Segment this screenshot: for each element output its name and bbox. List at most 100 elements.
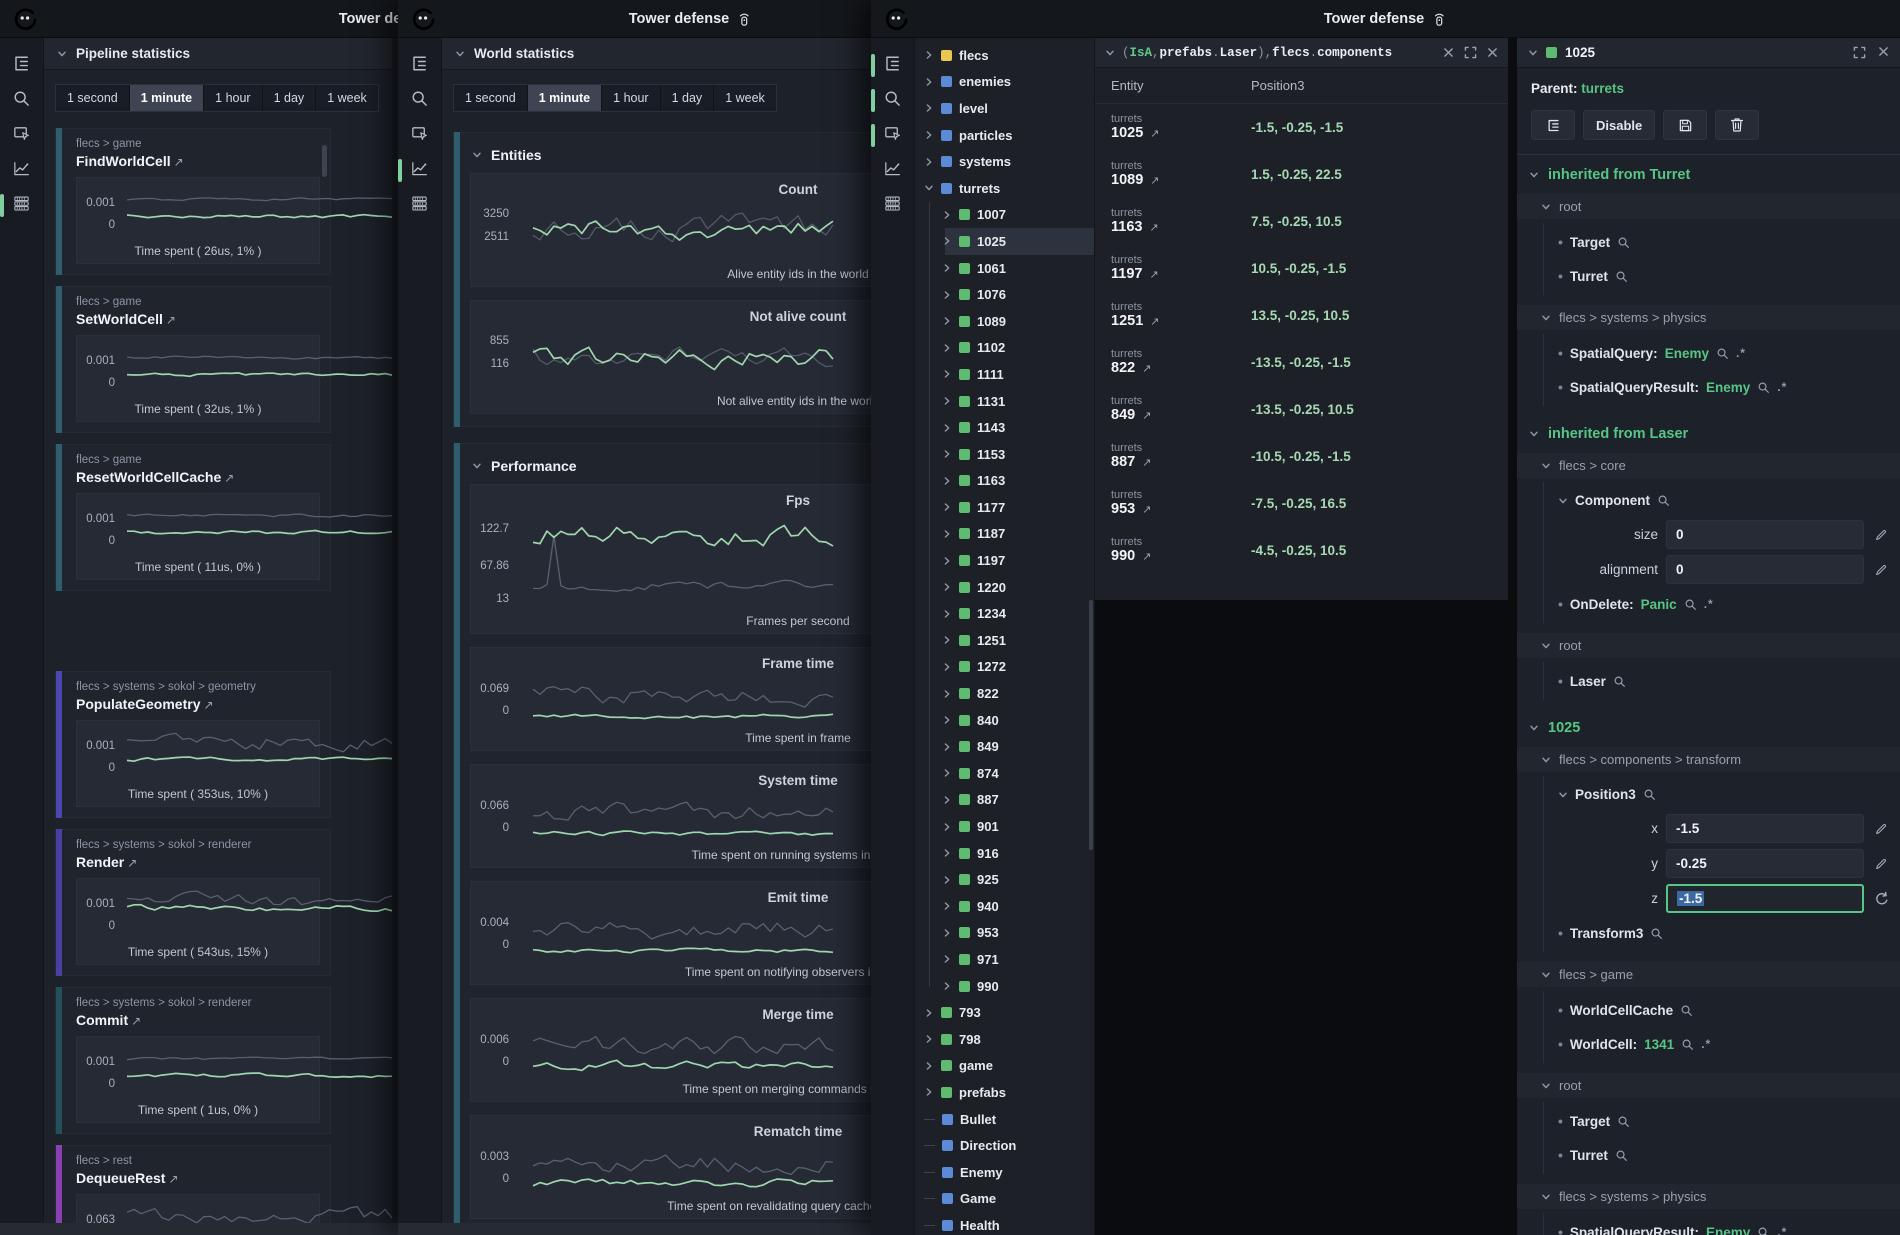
tab-1-day[interactable]: 1 day (660, 85, 715, 111)
chevron-down-icon[interactable] (1528, 48, 1538, 58)
field-input-size[interactable]: 0 (1666, 520, 1864, 549)
pair-icon[interactable]: .* (1777, 1225, 1788, 1235)
tree-item-1025[interactable]: 1025 (915, 228, 1094, 255)
edit-icon[interactable] (1872, 822, 1890, 836)
chevron-right-icon[interactable] (942, 476, 952, 486)
external-link-icon[interactable]: ↗ (1142, 551, 1152, 564)
edit-icon[interactable] (1872, 563, 1890, 577)
component-group-root[interactable]: root (1517, 194, 1900, 219)
tree-item-1251[interactable]: 1251 (915, 627, 1094, 654)
query-result-row[interactable]: turrets 953 ↗ -7.5, -0.25, 16.5 (1095, 480, 1508, 527)
undo-icon[interactable] (1872, 891, 1890, 906)
tree-item-953[interactable]: 953 (915, 920, 1094, 947)
tree-item-game[interactable]: Game (915, 1186, 1094, 1213)
entity-id-link[interactable]: 822 ↗ (1111, 360, 1152, 377)
tree-view-button[interactable] (1531, 110, 1575, 140)
component-group-flecs-core[interactable]: flecs > core (1517, 453, 1900, 478)
chevron-down-icon[interactable] (1529, 723, 1539, 733)
chevron-right-icon[interactable] (942, 609, 952, 619)
search-icon[interactable] (1657, 494, 1670, 507)
sidebar-item-search[interactable] (871, 83, 915, 118)
chevron-down-icon[interactable] (1541, 755, 1551, 765)
chevron-right-icon[interactable] (942, 689, 952, 699)
query-result-row[interactable]: turrets 887 ↗ -10.5, -0.25, -1.5 (1095, 433, 1508, 480)
tree-item-1187[interactable]: 1187 (915, 521, 1094, 548)
tree-item-1163[interactable]: 1163 (915, 468, 1094, 495)
chevron-right-icon[interactable] (942, 263, 952, 273)
entity-id-link[interactable]: 1089 ↗ (1111, 172, 1160, 189)
external-link-icon[interactable]: ↗ (1150, 128, 1160, 141)
entity-id-link[interactable]: 887 ↗ (1111, 454, 1152, 471)
chevron-right-icon[interactable] (942, 343, 952, 353)
edit-icon[interactable] (1872, 528, 1890, 542)
parent-link[interactable]: turrets (1581, 81, 1625, 96)
component-item-turret[interactable]: • Turret (1544, 259, 1900, 293)
chevron-right-icon[interactable] (924, 1008, 934, 1018)
tab-1-minute[interactable]: 1 minute (527, 85, 603, 111)
sidebar-item-tree[interactable] (398, 48, 442, 83)
external-link-icon[interactable]: ↗ (224, 471, 235, 485)
chevron-right-icon[interactable] (942, 369, 952, 379)
entity-id-link[interactable]: 1025 ↗ (1111, 125, 1160, 142)
tree-item-793[interactable]: 793 (915, 999, 1094, 1026)
chevron-right-icon[interactable] (942, 715, 952, 725)
sidebar-item-search[interactable] (398, 83, 442, 118)
chevron-down-icon[interactable] (455, 49, 465, 59)
chevron-right-icon[interactable] (942, 954, 952, 964)
search-icon[interactable] (1684, 598, 1697, 611)
chevron-down-icon[interactable] (924, 183, 934, 193)
component-group-flecs-components-transform[interactable]: flecs > components > transform (1517, 747, 1900, 772)
tree-item-1153[interactable]: 1153 (915, 441, 1094, 468)
query-result-row[interactable]: turrets 1251 ↗ 13.5, -0.25, 10.5 (1095, 292, 1508, 339)
tree-item-direction[interactable]: Direction (915, 1132, 1094, 1159)
tree-item-798[interactable]: 798 (915, 1026, 1094, 1053)
tab-1-hour[interactable]: 1 hour (602, 85, 661, 111)
tree-item-925[interactable]: 925 (915, 866, 1094, 893)
chevron-right-icon[interactable] (942, 582, 952, 592)
chevron-down-icon[interactable] (1105, 48, 1115, 58)
external-link-icon[interactable]: ↗ (203, 698, 214, 712)
external-link-icon[interactable]: ↗ (1142, 363, 1152, 376)
search-icon[interactable] (1617, 236, 1630, 249)
component-item-spatialqueryresult[interactable]: • SpatialQueryResult: Enemy .* (1544, 370, 1900, 404)
entity-id-link[interactable]: 1163 ↗ (1111, 219, 1159, 236)
component-value[interactable]: Enemy (1664, 345, 1709, 361)
chevron-right-icon[interactable] (924, 77, 934, 87)
component-item-target[interactable]: • Target (1544, 225, 1900, 259)
component-item-laser[interactable]: • Laser (1544, 664, 1900, 698)
query-result-row[interactable]: turrets 822 ↗ -13.5, -0.25, -1.5 (1095, 339, 1508, 386)
tree-item-1220[interactable]: 1220 (915, 574, 1094, 601)
edit-icon[interactable] (1872, 857, 1890, 871)
tab-1-week[interactable]: 1 week (714, 85, 776, 111)
chevron-right-icon[interactable] (942, 875, 952, 885)
tree-item-enemy[interactable]: Enemy (915, 1159, 1094, 1186)
query-result-row[interactable]: turrets 1163 ↗ 7.5, -0.25, 10.5 (1095, 198, 1508, 245)
component-item-ondelete[interactable]: • OnDelete: Panic .* (1544, 587, 1900, 621)
search-icon[interactable] (1681, 1038, 1694, 1051)
external-link-icon[interactable]: ↗ (1142, 504, 1152, 517)
sidebar-item-stats[interactable] (0, 188, 44, 223)
inspector-section-1025[interactable]: 1025 (1517, 710, 1900, 744)
expand-panel-icon[interactable] (1853, 46, 1866, 59)
chevron-right-icon[interactable] (924, 130, 934, 140)
external-link-icon[interactable]: ↗ (165, 313, 176, 327)
pair-icon[interactable]: .* (1701, 1037, 1712, 1051)
tree-item-1143[interactable]: 1143 (915, 414, 1094, 441)
chevron-right-icon[interactable] (942, 316, 952, 326)
sidebar-item-select[interactable] (398, 118, 442, 153)
tree-item-822[interactable]: 822 (915, 680, 1094, 707)
tree-item-1234[interactable]: 1234 (915, 600, 1094, 627)
tree-item-916[interactable]: 916 (915, 840, 1094, 867)
search-icon[interactable] (1757, 1226, 1770, 1235)
disable-button[interactable]: Disable (1583, 110, 1656, 140)
field-input-x[interactable]: -1.5 (1666, 814, 1864, 843)
chevron-right-icon[interactable] (942, 901, 952, 911)
tree-item-840[interactable]: 840 (915, 707, 1094, 734)
tree-item-1197[interactable]: 1197 (915, 547, 1094, 574)
clear-query-icon[interactable] (1443, 47, 1454, 58)
chevron-right-icon[interactable] (924, 1034, 934, 1044)
chevron-right-icon[interactable] (942, 502, 952, 512)
tree-item-1177[interactable]: 1177 (915, 494, 1094, 521)
external-link-icon[interactable]: ↗ (1150, 316, 1160, 329)
component-group-flecs-systems-physics[interactable]: flecs > systems > physics (1517, 1184, 1900, 1209)
